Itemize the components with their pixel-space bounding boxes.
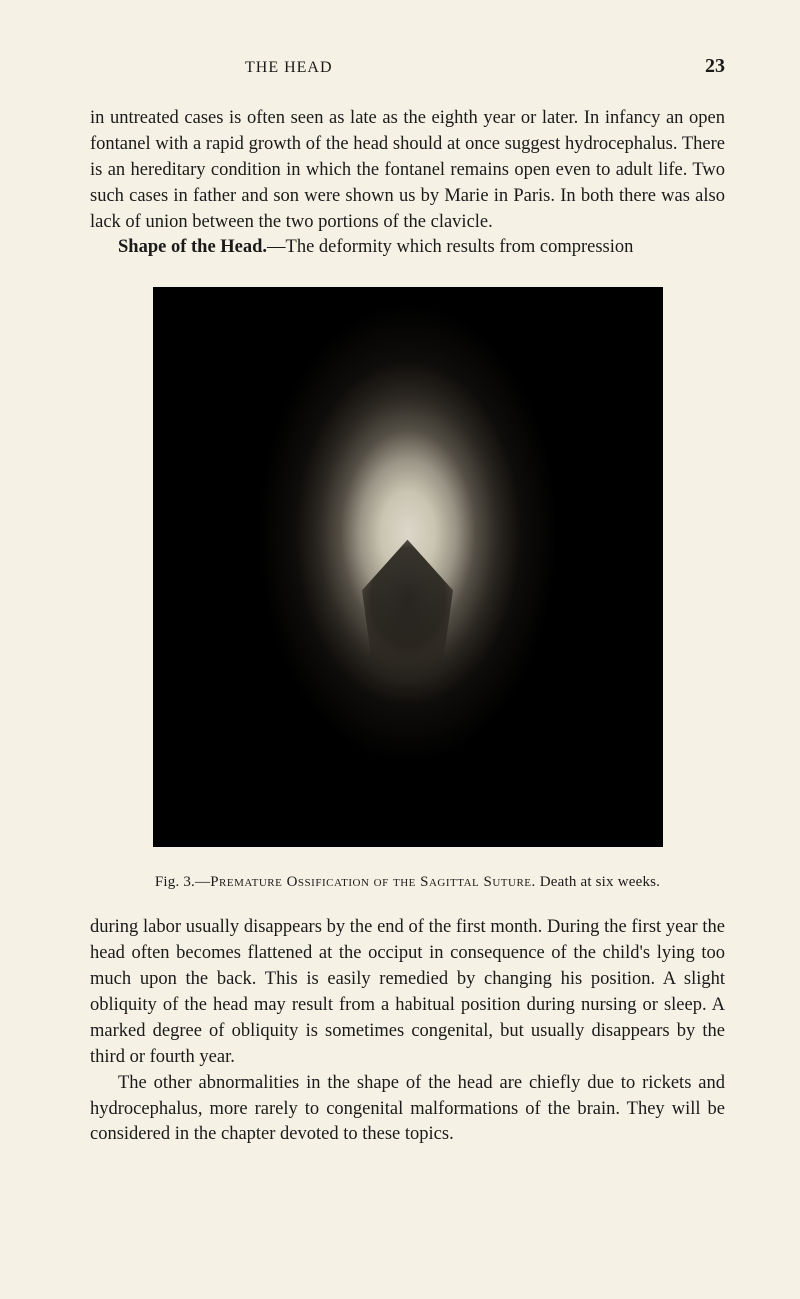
body-paragraph-4: The other abnormalities in the shape of … — [90, 1071, 725, 1149]
section-label: Shape of the Head. — [118, 237, 267, 257]
page-number: 23 — [705, 55, 725, 78]
figure-image-skull — [153, 287, 663, 847]
body-paragraph-2: Shape of the Head.—The deformity which r… — [90, 235, 725, 261]
body-paragraph-1: in untreated cases is often seen as late… — [90, 106, 725, 235]
caption-smallcaps: Premature Ossification of the Sagittal S… — [210, 874, 536, 890]
figure-3: Fig. 3.—Premature Ossification of the Sa… — [90, 287, 725, 891]
paragraph-2-rest: —The deformity which results from compre… — [267, 237, 633, 257]
caption-suffix: Death at six weeks. — [536, 874, 660, 890]
figure-caption: Fig. 3.—Premature Ossification of the Sa… — [90, 874, 725, 891]
body-paragraph-3: during labor usually disappears by the e… — [90, 915, 725, 1070]
running-head: THE HEAD — [245, 59, 333, 77]
caption-prefix: Fig. 3.— — [155, 874, 210, 890]
